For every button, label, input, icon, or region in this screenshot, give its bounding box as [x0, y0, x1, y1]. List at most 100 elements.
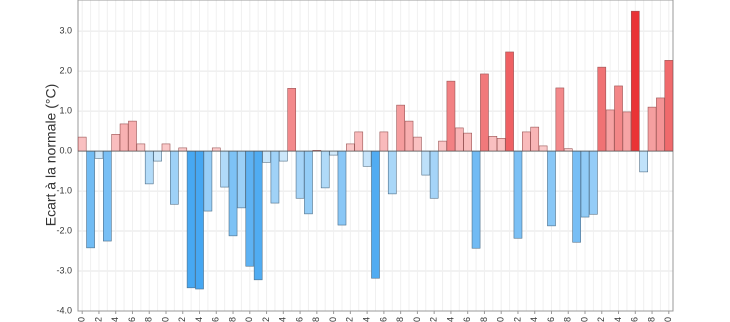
x-tick-label: 98 [479, 317, 489, 322]
x-tick-label: 66 [211, 317, 221, 322]
bar [295, 150, 305, 199]
y-tick-label: -4.0 [56, 305, 72, 315]
bar [656, 97, 665, 152]
x-tick-label: 56 [127, 317, 137, 322]
x-tick-label: 90 [412, 317, 422, 322]
bar [170, 150, 179, 205]
bar [572, 150, 581, 243]
x-tick-label: 92 [429, 317, 439, 322]
bar [77, 136, 87, 152]
x-tick-label: 20 [663, 317, 673, 322]
bar [471, 150, 481, 249]
bar [337, 150, 347, 226]
bar [220, 150, 229, 188]
bar [488, 136, 498, 152]
bar [186, 150, 196, 289]
bar [354, 131, 364, 152]
y-tick-label: 1.0 [59, 106, 72, 116]
bar [605, 109, 615, 152]
x-tick-label: 04 [529, 317, 539, 322]
bar [320, 150, 330, 189]
bar [262, 150, 271, 163]
y-tick-label: -3.0 [56, 265, 72, 275]
bar [538, 145, 548, 152]
x-tick-label: 50 [77, 317, 87, 322]
x-tick-label: 72 [261, 317, 271, 322]
bar [211, 147, 221, 152]
x-tick-label: 02 [512, 317, 522, 322]
bar [329, 150, 338, 156]
bar [86, 150, 95, 249]
y-tick-label: 0.0 [59, 145, 72, 155]
x-tick-label: 96 [462, 317, 472, 322]
bar [237, 150, 246, 209]
bar [396, 104, 405, 152]
x-tick-label: 00 [496, 317, 506, 322]
x-tick-label: 14 [613, 317, 623, 322]
y-axis-label: Ecart à la normale (°C) [43, 84, 59, 227]
bar [161, 143, 171, 152]
bar [203, 150, 213, 212]
bar [362, 150, 372, 167]
bar [505, 51, 514, 152]
y-tick-label: 2.0 [59, 66, 72, 76]
bar [178, 147, 188, 152]
x-tick-label: 54 [110, 317, 120, 322]
bar [413, 136, 422, 152]
x-tick-label: 70 [244, 317, 254, 322]
bar [421, 150, 431, 176]
bar [446, 80, 456, 152]
y-tick-label: 3.0 [59, 26, 72, 36]
x-tick-label: 84 [361, 317, 371, 322]
x-tick-label: 58 [144, 317, 154, 322]
bar [630, 10, 640, 152]
bar [530, 126, 540, 152]
bar [589, 150, 598, 215]
x-tick-label: 82 [345, 317, 355, 322]
bar [480, 73, 489, 152]
y-tick-label: -1.0 [56, 185, 72, 195]
bar [522, 131, 531, 152]
bar [597, 66, 607, 152]
x-tick-label: 80 [328, 317, 338, 322]
bar [463, 132, 473, 152]
x-tick-label: 12 [596, 317, 606, 322]
x-tick-label: 08 [563, 317, 573, 322]
x-tick-label: 68 [227, 317, 237, 322]
bar [496, 138, 506, 152]
bar [555, 87, 565, 152]
bar [513, 150, 523, 239]
bar [639, 150, 648, 173]
bar [622, 111, 632, 152]
bar [270, 150, 280, 204]
x-tick-label: 74 [278, 317, 288, 322]
bar [287, 88, 297, 152]
x-tick-label: 18 [646, 317, 656, 322]
bar [111, 134, 121, 152]
bar [94, 150, 104, 159]
x-tick-label: 78 [311, 317, 321, 322]
bar [346, 143, 355, 152]
bar [387, 150, 397, 195]
x-tick-label: 62 [177, 317, 187, 322]
x-tick-label: 16 [630, 317, 640, 322]
bar [404, 120, 414, 152]
bar [454, 127, 464, 152]
bar [119, 123, 129, 152]
bar [614, 85, 623, 152]
x-tick-label: 88 [395, 317, 405, 322]
x-tick-label: 52 [93, 317, 103, 322]
bar [371, 150, 380, 279]
x-tick-label: 94 [445, 317, 455, 322]
bar [228, 150, 238, 237]
bar [195, 150, 204, 290]
bar [245, 150, 255, 267]
bar [128, 120, 137, 152]
bar [153, 150, 162, 162]
bar [664, 60, 674, 152]
bar [647, 106, 657, 152]
bar [103, 150, 112, 242]
x-tick-label: 64 [194, 317, 204, 322]
bar [136, 143, 146, 152]
